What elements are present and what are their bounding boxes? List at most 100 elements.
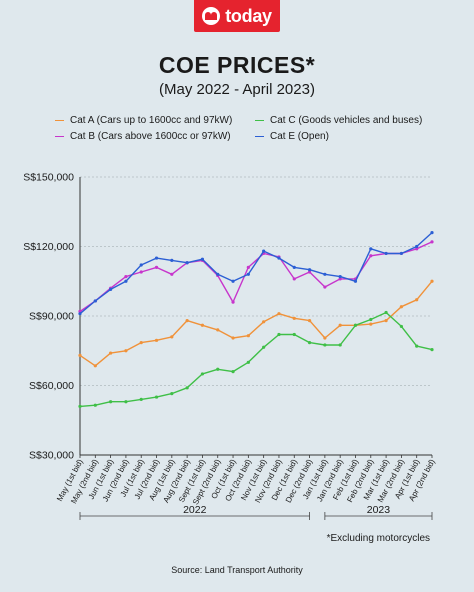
data-point-series-0 [399,305,403,309]
data-point-series-3 [307,268,312,272]
data-point-series-2 [246,360,250,364]
legend-label-cat-b: Cat B (Cars above 1600cc or 97kW) [70,131,231,142]
data-point-series-1 [323,285,327,289]
data-point-series-3 [200,257,205,261]
data-point-series-3 [246,272,250,276]
today-logo-icon [202,7,221,25]
data-point-series-3 [323,272,327,276]
y-tick-label: S$30,000 [29,450,74,462]
legend-label-cat-e: Cat E (Open) [270,131,329,142]
data-point-series-0 [78,353,82,357]
data-point-series-2 [109,400,113,404]
data-point-series-1 [124,275,128,279]
data-point-series-0 [338,323,342,327]
today-logo: today [194,0,280,32]
data-point-series-2 [415,344,419,348]
data-point-series-0 [139,341,143,345]
data-point-series-2 [277,332,281,337]
data-point-series-1 [292,277,296,281]
data-point-series-2 [231,370,235,374]
data-point-series-2 [170,392,174,396]
data-point-series-0 [124,349,128,353]
data-point-series-0 [93,364,97,368]
data-point-series-0 [415,298,419,302]
data-point-series-3 [154,256,159,260]
series-line-0 [79,280,433,367]
y-tick-label: S$60,000 [29,380,74,392]
logo-text: today [225,5,272,26]
data-point-series-3 [430,231,434,235]
data-point-series-3 [231,279,235,283]
legend-item-cat-a: Cat A (Cars up to 1600cc and 97kW) [55,115,232,126]
y-tick-label: S$150,000 [23,172,74,184]
year-label: 2022 [183,504,207,516]
data-point-series-1 [307,270,312,274]
data-point-series-3 [277,256,281,260]
y-tick-label: S$90,000 [29,311,74,323]
footnote: *Excluding motorcycles [326,533,430,544]
data-point-series-3 [139,263,143,267]
data-point-series-0 [170,335,174,339]
data-point-series-2 [154,395,159,399]
data-point-series-0 [307,319,312,323]
legend-label-cat-c: Cat C (Goods vehicles and buses) [270,115,423,126]
data-point-series-3 [292,265,296,269]
data-point-series-2 [139,397,143,401]
data-point-series-2 [399,324,403,329]
data-point-series-2 [216,367,220,371]
source-credit: Source: Land Transport Authority [171,565,303,575]
data-point-series-1 [415,247,419,251]
data-point-series-0 [216,328,220,332]
data-point-series-3 [170,258,174,262]
data-point-series-0 [384,319,388,323]
legend-swatch-cat-e [255,135,264,138]
data-point-series-1 [231,300,235,304]
data-point-series-1 [338,277,342,281]
data-point-series-3 [109,287,113,291]
data-point-series-1 [246,265,250,269]
data-point-series-0 [262,320,266,324]
data-point-series-3 [124,279,128,283]
legend-item-cat-e: Cat E (Open) [255,131,329,142]
chart-subtitle: (May 2022 - April 2023) [159,81,315,98]
series-line-2 [79,311,433,408]
data-point-series-2 [384,310,388,315]
data-point-series-2 [323,343,327,347]
data-point-series-2 [292,332,296,337]
data-point-series-0 [231,336,235,340]
data-point-series-3 [338,275,342,279]
data-point-series-2 [78,404,82,408]
data-point-series-3 [78,312,82,316]
data-point-series-1 [139,270,143,274]
data-point-series-3 [93,299,97,303]
data-point-series-2 [369,317,373,322]
data-point-series-2 [353,323,358,327]
y-tick-label: S$120,000 [23,241,74,253]
chart-title: COE PRICES* [158,52,316,78]
data-point-series-3 [415,244,419,249]
data-point-series-2 [200,372,205,376]
data-point-series-3 [353,279,358,283]
legend-swatch-cat-b [55,135,64,138]
data-point-series-2 [430,347,434,352]
series-line-3 [79,232,433,315]
data-point-series-0 [292,316,296,320]
data-point-series-0 [154,338,159,342]
data-point-series-1 [369,254,373,258]
data-point-series-0 [277,312,281,316]
year-label: 2023 [367,504,391,516]
data-point-series-2 [124,400,128,404]
legend-item-cat-c: Cat C (Goods vehicles and buses) [255,115,422,126]
data-point-series-2 [307,341,312,345]
data-point-series-2 [185,386,189,390]
data-point-series-0 [200,323,205,327]
data-point-series-3 [399,251,403,256]
data-point-series-0 [246,334,250,338]
legend-swatch-cat-a [55,119,64,122]
data-point-series-1 [430,240,434,244]
data-point-series-3 [185,261,189,265]
legend-swatch-cat-c [255,119,264,122]
data-point-series-3 [384,251,388,256]
data-point-series-0 [109,351,113,355]
data-point-series-2 [262,345,266,349]
